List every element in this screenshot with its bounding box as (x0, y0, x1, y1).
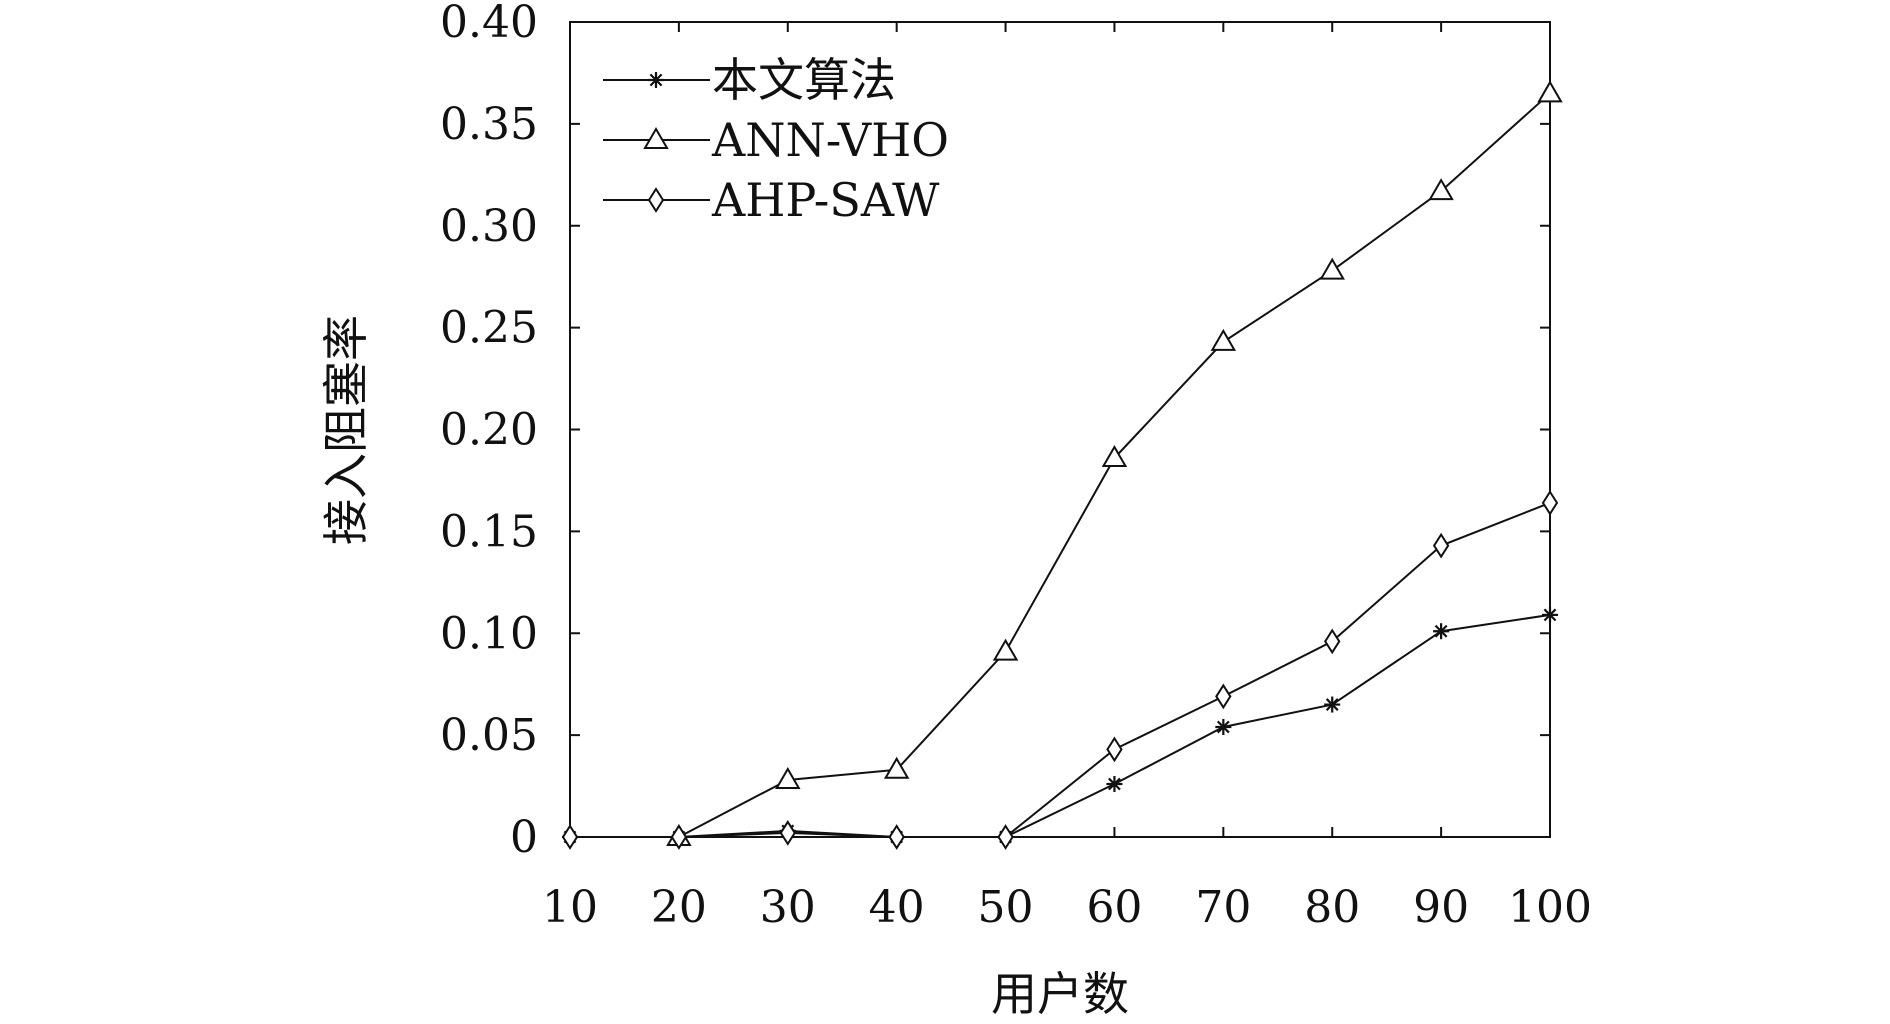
legend-item: 本文算法 (603, 53, 896, 107)
triangle-shape (992, 638, 1019, 661)
triangle-marker (643, 127, 669, 149)
data-point-triangle (1319, 257, 1345, 280)
triangle-shape (1428, 178, 1454, 201)
series-diamond (561, 489, 1559, 850)
triangle-shape (775, 766, 801, 789)
data-point-diamond (670, 824, 688, 850)
y-tick-label: 0.05 (440, 710, 538, 761)
y-tick-label: 0.15 (440, 506, 538, 557)
data-point-diamond (1432, 532, 1450, 559)
star-marker (648, 72, 664, 88)
data-point-triangle (1428, 178, 1454, 201)
series-line (1005, 613, 1551, 838)
data-point-triangle (775, 766, 801, 789)
star-stroke (1325, 698, 1339, 711)
data-point-diamond (779, 820, 796, 846)
data-point-diamond (561, 824, 579, 850)
diamond-shape (997, 824, 1014, 850)
series-star (562, 822, 905, 845)
legend-label: AHP-SAW (711, 173, 940, 227)
legend-label: 本文算法 (712, 53, 896, 107)
y-tick-label: 0.40 (440, 0, 538, 48)
series-line (570, 501, 1551, 838)
data-point-triangle (1537, 80, 1563, 103)
y-tick-label: 0 (510, 812, 538, 863)
diamond-marker (647, 187, 665, 213)
y-axis: 0 0.05 0.10 0.15 0.20 0.25 0.30 0.35 0.40 (440, 0, 1550, 863)
x-tick-label: 100 (1508, 882, 1592, 933)
x-tick-label: 80 (1304, 882, 1360, 933)
x-axis-title: 用户数 (991, 967, 1129, 1021)
star-stroke (1216, 720, 1230, 734)
diamond-shape (779, 820, 796, 846)
data-point-star (1215, 718, 1232, 735)
legend-label: ANN-VHO (711, 113, 949, 167)
triangle-shape (1101, 445, 1128, 468)
data-point-diamond (1541, 489, 1559, 516)
triangle-shape (883, 756, 910, 779)
diamond-shape (1324, 628, 1341, 655)
data-point-diamond (1215, 683, 1232, 710)
y-tick-label: 0.10 (440, 608, 538, 659)
data-point-star (1106, 776, 1123, 793)
data-point-diamond (888, 824, 905, 850)
data-point-triangle (1210, 328, 1237, 351)
data-point-star (1324, 696, 1341, 713)
x-tick-label: 20 (651, 882, 707, 933)
data-point-diamond (1324, 628, 1341, 655)
legend: 本文算法 ANN-VHO AHP-SAW (603, 53, 949, 227)
diamond-shape (647, 187, 665, 213)
x-tick-label: 50 (978, 882, 1034, 933)
data-point-triangle (992, 638, 1019, 661)
star-stroke (649, 73, 663, 87)
diamond-shape (1541, 489, 1559, 516)
y-tick-label: 0.20 (440, 405, 538, 456)
y-tick-label: 0.25 (440, 303, 538, 354)
diamond-shape (1106, 736, 1123, 763)
triangle-shape (1537, 80, 1563, 103)
data-point-diamond (997, 824, 1014, 850)
y-axis-title: 接入阻塞率 (319, 315, 373, 545)
y-tick-label: 0.30 (440, 201, 538, 252)
triangle-shape (1210, 328, 1237, 351)
x-tick-label: 70 (1195, 882, 1251, 933)
data-point-triangle (1101, 445, 1128, 468)
diamond-shape (888, 824, 905, 850)
x-tick-label: 60 (1086, 882, 1142, 933)
legend-item: ANN-VHO (603, 113, 949, 167)
diamond-shape (1215, 683, 1232, 710)
diamond-shape (670, 824, 688, 850)
x-tick-label: 40 (869, 882, 925, 933)
data-point-diamond (1106, 736, 1123, 763)
legend-item: AHP-SAW (603, 173, 940, 227)
x-axis: 10 20 30 40 50 60 70 80 90 100 (542, 22, 1592, 933)
data-point-star (1433, 623, 1450, 640)
series-star (997, 606, 1558, 845)
diamond-shape (1432, 532, 1450, 559)
data-point-triangle (883, 756, 910, 779)
x-tick-label: 90 (1413, 882, 1469, 933)
triangle-shape (643, 127, 669, 149)
triangle-shape (1319, 257, 1345, 280)
star-stroke (1108, 777, 1121, 791)
x-tick-label: 30 (760, 882, 816, 933)
star-stroke (1434, 624, 1448, 638)
diamond-shape (561, 824, 579, 850)
star-stroke (1543, 608, 1557, 622)
series-layer (561, 80, 1563, 850)
x-tick-label: 10 (542, 882, 598, 933)
y-tick-label: 0.35 (440, 99, 538, 150)
data-point-star (1542, 606, 1558, 623)
